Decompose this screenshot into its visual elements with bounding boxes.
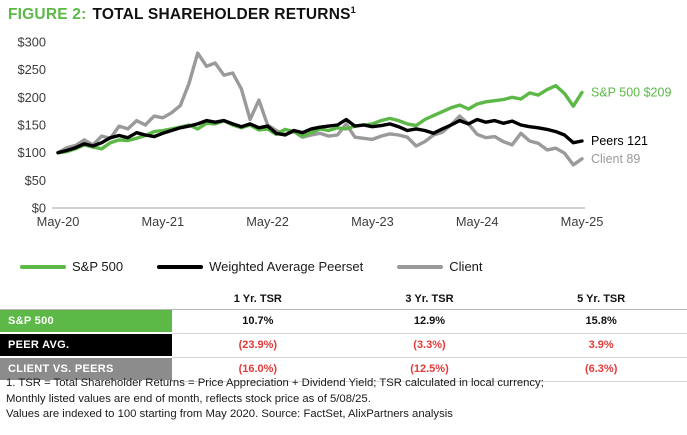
legend-label: Weighted Average Peerset <box>209 259 364 274</box>
chart-legend: S&P 500 Weighted Average Peerset Client <box>20 259 483 274</box>
legend-item-weighted-average-peerset: Weighted Average Peerset <box>157 259 363 274</box>
x-axis-tick-label: May-20 <box>37 214 80 229</box>
legend-item-client: Client <box>397 259 483 274</box>
title-text: TOTAL SHAREHOLDER RETURNS <box>92 6 351 24</box>
series-end-label-client: Client 89 <box>591 152 640 166</box>
legend-swatch-weighted-average-peerset <box>157 264 204 269</box>
y-axis-tick-label: $0 <box>32 201 46 216</box>
value-cell: (16.0%) <box>172 357 344 382</box>
series-line-weighted-average-peerset <box>56 117 584 155</box>
value-cell: 10.7% <box>172 309 344 334</box>
x-axis-tick-label: May-21 <box>141 214 184 229</box>
footnotes: 1. TSR = Total Shareholder Returns = Pri… <box>6 376 681 423</box>
footnote-line-3: Values are indexed to 100 starting from … <box>6 408 453 420</box>
table-corner-cell <box>0 291 172 310</box>
series-line-client <box>56 51 584 167</box>
value-cell: 15.8% <box>515 309 687 334</box>
footnote-line-2: Monthly listed values are end of month, … <box>6 392 371 405</box>
legend-swatch-client <box>397 264 444 269</box>
row-label: CLIENT VS. PEERS <box>0 358 172 380</box>
figure-label: FIGURE 2: <box>8 6 87 24</box>
y-axis-tick-label: $150 <box>18 118 46 133</box>
x-axis-tick-label: May-22 <box>246 214 289 229</box>
column-header-3-yr-tsr: 3 Yr. TSR <box>343 291 516 310</box>
row-label: S&P 500 <box>0 310 172 332</box>
x-axis-tick-label: May-25 <box>561 214 604 229</box>
y-axis-tick-label: $200 <box>18 90 46 105</box>
table-row-s-p-500: S&P 500 10.7% 12.9% 15.8% <box>0 309 687 334</box>
tsr-summary-table: 1 Yr. TSR 3 Yr. TSR 5 Yr. TSR S&P 500 10.7% 1… <box>0 291 687 382</box>
row-label: PEER AVG. <box>0 334 172 356</box>
y-axis-tick-label: $300 <box>18 35 46 50</box>
column-header-5-yr-tsr: 5 Yr. TSR <box>515 291 687 310</box>
y-axis-tick-label: $250 <box>18 62 46 77</box>
footnote-line-1: 1. TSR = Total Shareholder Returns = Pri… <box>6 377 544 389</box>
row-label-cell: S&P 500 <box>0 309 172 334</box>
y-axis-tick-label: $50 <box>25 173 46 188</box>
tsr-line-chart: $300 $250 $200 $150 $100 $50 $0 May-20 May-21 May… <box>0 30 687 235</box>
table-row-peer-avg: PEER AVG. (23.9%) (3.3%) 3.9% <box>0 333 687 358</box>
value-cell: 3.9% <box>515 333 687 358</box>
x-axis-tick-label: May-24 <box>456 214 499 229</box>
row-label-cell: CLIENT VS. PEERS <box>0 357 172 382</box>
value-cell: (23.9%) <box>172 333 344 358</box>
title-footnote-marker: 1 <box>350 5 356 15</box>
column-header-1-yr-tsr: 1 Yr. TSR <box>172 291 344 310</box>
series-end-label-weighted-average-peerset: Peers 121 <box>591 134 648 148</box>
table-header-row: 1 Yr. TSR 3 Yr. TSR 5 Yr. TSR <box>0 291 687 310</box>
value-cell: (12.5%) <box>343 357 516 382</box>
page-title: FIGURE 2: TOTAL SHAREHOLDER RETURNS1 <box>8 5 356 24</box>
value-cell: (3.3%) <box>343 333 516 358</box>
legend-label: S&P 500 <box>72 259 124 274</box>
legend-swatch-s-p-500 <box>20 264 66 269</box>
legend-label: Client <box>449 259 483 274</box>
y-axis-tick-label: $100 <box>18 145 46 160</box>
table-row-client-vs-peers: CLIENT VS. PEERS (16.0%) (12.5%) (6.3%) <box>0 357 687 382</box>
value-cell: 12.9% <box>343 309 516 334</box>
x-axis-tick-label: May-23 <box>351 214 394 229</box>
series-end-label-s-p-500: S&P 500 $209 <box>591 85 671 99</box>
value-cell: (6.3%) <box>515 357 687 382</box>
row-label-cell: PEER AVG. <box>0 333 172 358</box>
legend-item-s-p-500: S&P 500 <box>20 259 123 274</box>
